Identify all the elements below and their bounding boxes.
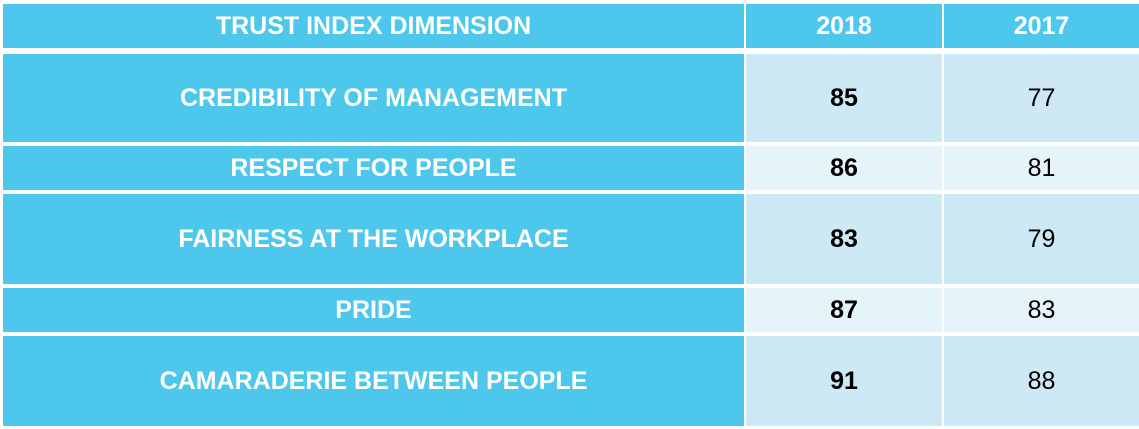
dimension-cell: CAMARADERIE BETWEEN PEOPLE xyxy=(3,336,744,426)
score-cell: 81 xyxy=(944,146,1139,190)
score-cell: 85 xyxy=(746,54,942,142)
dimension-cell: CREDIBILITY OF MANAGEMENT xyxy=(3,54,744,142)
header-cell: TRUST INDEX DIMENSION xyxy=(3,4,744,48)
score-cell: 87 xyxy=(746,288,942,332)
score-cell: 86 xyxy=(746,146,942,190)
dimension-cell: PRIDE xyxy=(3,288,744,332)
score-cell: 91 xyxy=(746,336,942,426)
score-cell: 83 xyxy=(746,194,942,284)
score-cell: 83 xyxy=(944,288,1139,332)
dimension-cell: FAIRNESS AT THE WORKPLACE xyxy=(3,194,744,284)
score-cell: 77 xyxy=(944,54,1139,142)
header-cell: 2018 xyxy=(746,4,942,48)
score-cell: 79 xyxy=(944,194,1139,284)
score-cell: 88 xyxy=(944,336,1139,426)
dimension-cell: RESPECT FOR PEOPLE xyxy=(3,146,744,190)
header-cell: 2017 xyxy=(944,4,1139,48)
